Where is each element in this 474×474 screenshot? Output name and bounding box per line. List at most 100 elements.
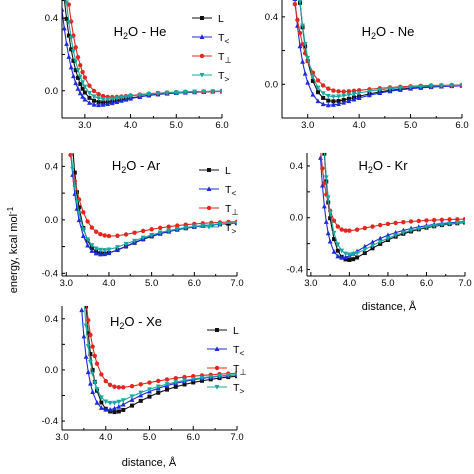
data-point-T_gt [377,87,383,93]
data-point-L [73,68,78,73]
data-point-T_lt [76,217,82,223]
data-point-L [82,90,87,95]
data-point-T_lt [81,333,87,339]
data-point-T_gt [323,175,329,181]
y-tick-label: -0.4 [42,268,58,279]
data-point-T_lt [88,380,93,386]
data-point-T_lt [331,102,336,107]
data-point-T_perp [447,217,452,222]
data-point-T_gt [300,23,305,29]
data-point-L [64,16,69,21]
x-tick-label: 3.0 [304,278,317,289]
x-tick-label: 6.0 [188,278,201,289]
data-point-T_lt [341,99,347,105]
legend-marker [214,385,220,390]
data-point-T_lt [310,91,316,97]
data-point-T_gt [147,387,152,393]
y-tick-label: 0.4 [45,161,58,172]
chart-panel: 3.0 4.0 5.0 6.0 0.0 0.4 H2O - He L T< T⊥ T> [45,0,232,131]
data-point-T_gt [454,220,460,226]
data-point-T_lt [335,253,341,259]
x-tick-label: 6.0 [215,120,228,131]
data-point-T_gt [183,90,188,95]
x-tick-label: 4.0 [124,120,137,131]
data-point-L [165,387,169,392]
data-point-T_perp [103,378,108,384]
data-point-T_gt [120,398,126,404]
data-point-T_lt [321,203,327,209]
data-point-T_lt [89,248,95,253]
data-point-L [130,403,134,408]
data-point-T_gt [123,94,129,100]
data-point-T_gt [68,36,74,41]
data-point-T_perp [81,210,86,215]
data-point-T_perp [331,88,336,93]
data-point-L [347,257,352,262]
data-point-T_perp [346,89,352,94]
data-point-T_gt [174,226,180,232]
data-point-T_gt [103,399,109,405]
data-point-T_gt [431,223,437,229]
data-point-T_lt [85,369,91,375]
data-point-T_gt [447,221,452,227]
data-point-T_gt [297,0,303,5]
data-point-T_perp [370,224,375,229]
chart-panel: 3.0 4.0 5.0 6.0 0.0 0.4 H2O - Ne [265,0,469,131]
data-point-T_perp [439,217,445,223]
data-point-T_gt [89,243,95,249]
data-point-T_gt [66,20,72,26]
data-point-L [80,86,85,91]
data-point-T_lt [112,405,117,411]
data-point-T_gt [92,380,98,386]
data-point-T_perp [96,92,101,97]
data-point-T_lt [129,397,135,402]
data-point-T_gt [132,238,137,244]
x-tick-label: 6.0 [187,432,200,443]
data-point-T_gt [87,90,92,96]
data-point-T_gt [123,241,129,247]
data-point-T_gt [226,221,231,227]
data-point-T_gt [75,67,81,73]
data-point-T_lt [377,90,383,96]
data-point-T_lt [362,243,368,249]
data-point-T_lt [315,98,321,104]
data-point-L [92,98,96,103]
data-point-T_perp [80,69,85,75]
data-point-T_gt [77,74,83,80]
legend-marker [206,186,212,191]
series-line-T_perp [294,4,462,93]
data-point-T_lt [105,101,111,107]
legend-label: T⊥ [218,51,232,65]
data-point-T_gt [155,384,161,390]
data-point-T_gt [362,247,368,253]
data-point-T_gt [80,227,86,233]
data-point-T_gt [82,84,88,90]
data-point-T_gt [200,223,206,229]
data-point-L [116,409,121,414]
data-point-T_perp [462,216,465,222]
legend: L T< T⊥ T> [199,165,239,236]
data-point-T_gt [80,80,85,86]
x-tick-label: 6.0 [420,278,433,289]
data-point-T_perp [86,317,91,323]
data-point-T_gt [325,93,331,99]
data-point-T_gt [105,97,111,102]
data-point-T_perp [112,384,117,389]
data-point-T_gt [370,243,375,249]
chart-panel: 3.0 4.0 5.0 6.0 7.0 -0.4 0.0 0.4 H2O - Kr [287,153,472,289]
data-point-T_lt [98,405,104,410]
data-point-L [99,400,104,405]
x-tick-label: 7.0 [458,278,471,289]
data-point-T_gt [377,239,383,245]
data-point-T_perp [431,217,437,223]
x-tick-label: 3.0 [55,432,68,443]
data-point-T_lt [94,399,100,405]
data-point-L [331,99,336,104]
y-tick-label: 0.4 [265,12,278,23]
x-tick-label: 3.0 [301,120,314,131]
data-point-T_gt [367,89,372,94]
data-point-T_gt [98,247,103,253]
legend-marker [199,34,205,39]
data-point-T_lt [102,251,108,257]
data-point-L [326,98,331,103]
